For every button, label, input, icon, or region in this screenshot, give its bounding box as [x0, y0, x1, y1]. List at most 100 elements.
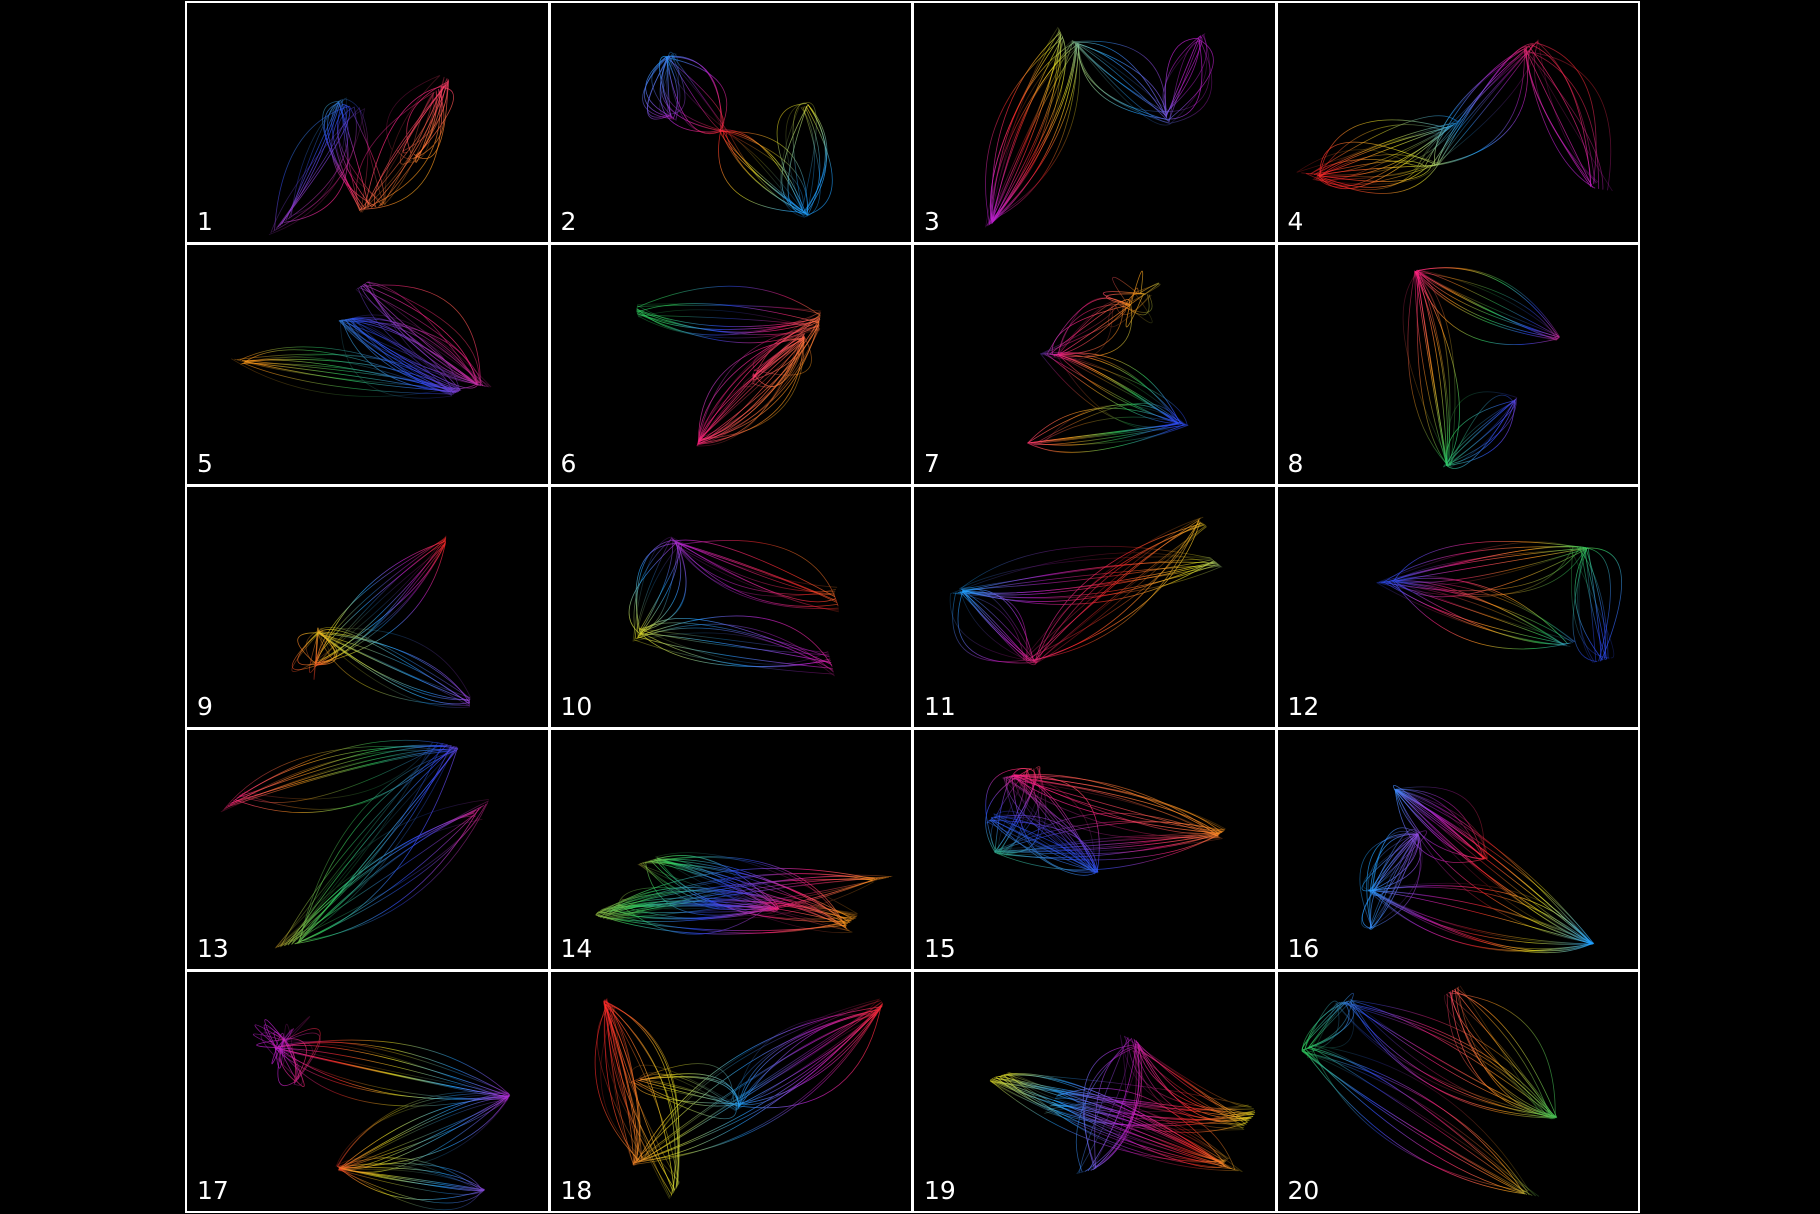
ribbon-strand — [224, 745, 489, 942]
ribbon-strand — [1008, 1034, 1249, 1174]
thumbnail-3[interactable]: 3 — [914, 3, 1275, 243]
ribbon-strand — [281, 85, 445, 225]
thumbnail-number: 16 — [1287, 933, 1320, 963]
ribbon-strand — [313, 535, 471, 709]
ribbon-strand — [1031, 292, 1177, 444]
ribbon-strand — [1313, 48, 1595, 189]
ribbon-strand — [992, 33, 1199, 223]
thumbnail-13[interactable]: 13 — [187, 729, 548, 969]
ribbon-strand — [957, 523, 1215, 664]
ribbon-strand — [991, 32, 1203, 222]
ribbon-strand — [991, 31, 1214, 222]
ribbon-strand — [953, 517, 1222, 662]
ribbon-strand — [1310, 993, 1554, 1192]
ribbon-strand — [635, 540, 835, 670]
thumbnail-12[interactable]: 12 — [1277, 487, 1638, 727]
thumbnail-number: 2 — [560, 207, 577, 237]
thumbnail-number: 11 — [924, 691, 956, 721]
ribbon-strand — [256, 1038, 511, 1191]
ribbon-strand — [231, 289, 492, 398]
ribbon-strand — [665, 56, 827, 213]
ribbon-strand — [315, 542, 471, 702]
ribbon-strand — [1306, 985, 1541, 1197]
ribbon-strand — [1316, 46, 1591, 188]
ribbon-strand — [285, 88, 445, 222]
ribbon-strand — [635, 543, 837, 668]
thumbnail-20[interactable]: 20 — [1277, 971, 1638, 1211]
light-ribbon-image — [594, 851, 892, 935]
ribbon-strand — [243, 741, 483, 949]
thumbnail-7[interactable]: 7 — [914, 245, 1275, 485]
ribbon-strand — [297, 539, 471, 704]
thumbnail-8[interactable]: 8 — [1277, 245, 1638, 485]
ribbon-strand — [985, 767, 1220, 872]
thumbnail-10[interactable]: 10 — [550, 487, 911, 727]
ribbon-strand — [990, 34, 1200, 224]
thumbnail-11[interactable]: 11 — [914, 487, 1275, 727]
ribbon-strand — [989, 1046, 1248, 1169]
ribbon-strand — [985, 768, 1220, 871]
ribbon-strand — [1036, 294, 1179, 443]
thumbnail-number: 14 — [560, 933, 593, 963]
light-ribbon-image — [1358, 784, 1594, 953]
ribbon-strand — [1416, 269, 1560, 467]
ribbon-strand — [1365, 789, 1592, 953]
ribbon-strand — [1030, 277, 1188, 445]
ribbon-strand — [603, 1003, 883, 1193]
ribbon-strand — [239, 287, 484, 393]
thumbnail-15[interactable]: 15 — [914, 729, 1275, 969]
ribbon-strand — [963, 522, 1216, 663]
ribbon-strand — [1304, 986, 1545, 1197]
thumbnail-16[interactable]: 16 — [1277, 729, 1638, 969]
ribbon-strand — [308, 544, 471, 700]
ribbon-strand — [658, 53, 805, 218]
ribbon-strand — [1301, 989, 1557, 1194]
ribbon-strand — [1006, 1036, 1254, 1173]
thumbnail-number: 7 — [924, 449, 940, 479]
thumbnail-14[interactable]: 14 — [550, 729, 911, 969]
ribbon-strand — [270, 76, 445, 234]
thumbnail-number: 12 — [1287, 691, 1320, 721]
ribbon-strand — [638, 541, 836, 666]
light-ribbon-image — [594, 997, 883, 1199]
light-ribbon-image — [1375, 541, 1622, 664]
light-ribbon-image — [1027, 270, 1189, 454]
thumbnail-4[interactable]: 4 — [1277, 3, 1638, 243]
thumbnail-1[interactable]: 1 — [187, 3, 548, 243]
thumbnail-17[interactable]: 17 — [187, 971, 548, 1211]
ribbon-strand — [1358, 789, 1593, 945]
thumbnail-9[interactable]: 9 — [187, 487, 548, 727]
thumbnail-number: 17 — [197, 1175, 229, 1205]
thumbnail-18[interactable]: 18 — [550, 971, 911, 1211]
ribbon-strand — [1367, 789, 1594, 945]
ribbon-strand — [313, 537, 470, 707]
light-ribbon-image — [1402, 267, 1560, 470]
thumbnail-6[interactable]: 6 — [550, 245, 911, 485]
ribbon-strand — [1307, 993, 1555, 1192]
ribbon-strand — [1394, 548, 1597, 663]
ribbon-strand — [637, 315, 820, 447]
thumbnail-number: 20 — [1287, 1175, 1320, 1205]
ribbon-strand — [990, 28, 1213, 220]
light-ribbon-image — [989, 1034, 1256, 1174]
ribbon-strand — [637, 546, 839, 654]
light-ribbon-image — [268, 75, 454, 236]
ribbon-strand — [633, 537, 836, 675]
ribbon-strand — [244, 284, 478, 393]
thumbnail-5[interactable]: 5 — [187, 245, 548, 485]
ribbon-strand — [952, 518, 1221, 663]
thumbnail-2[interactable]: 2 — [550, 3, 911, 243]
ribbon-strand — [961, 521, 1217, 663]
ribbon-strand — [1415, 269, 1560, 466]
thumbnail-number: 13 — [197, 933, 229, 963]
light-ribbon-image — [220, 739, 489, 949]
ribbon-strand — [651, 57, 806, 212]
light-ribbon-image — [231, 280, 492, 399]
ribbon-strand — [668, 54, 821, 217]
ribbon-strand — [1394, 547, 1596, 663]
ribbon-strand — [637, 309, 820, 447]
thumbnail-19[interactable]: 19 — [914, 971, 1275, 1211]
thumbnail-number: 4 — [1287, 207, 1304, 237]
ribbon-strand — [995, 767, 1221, 870]
ribbon-strand — [1360, 788, 1593, 952]
